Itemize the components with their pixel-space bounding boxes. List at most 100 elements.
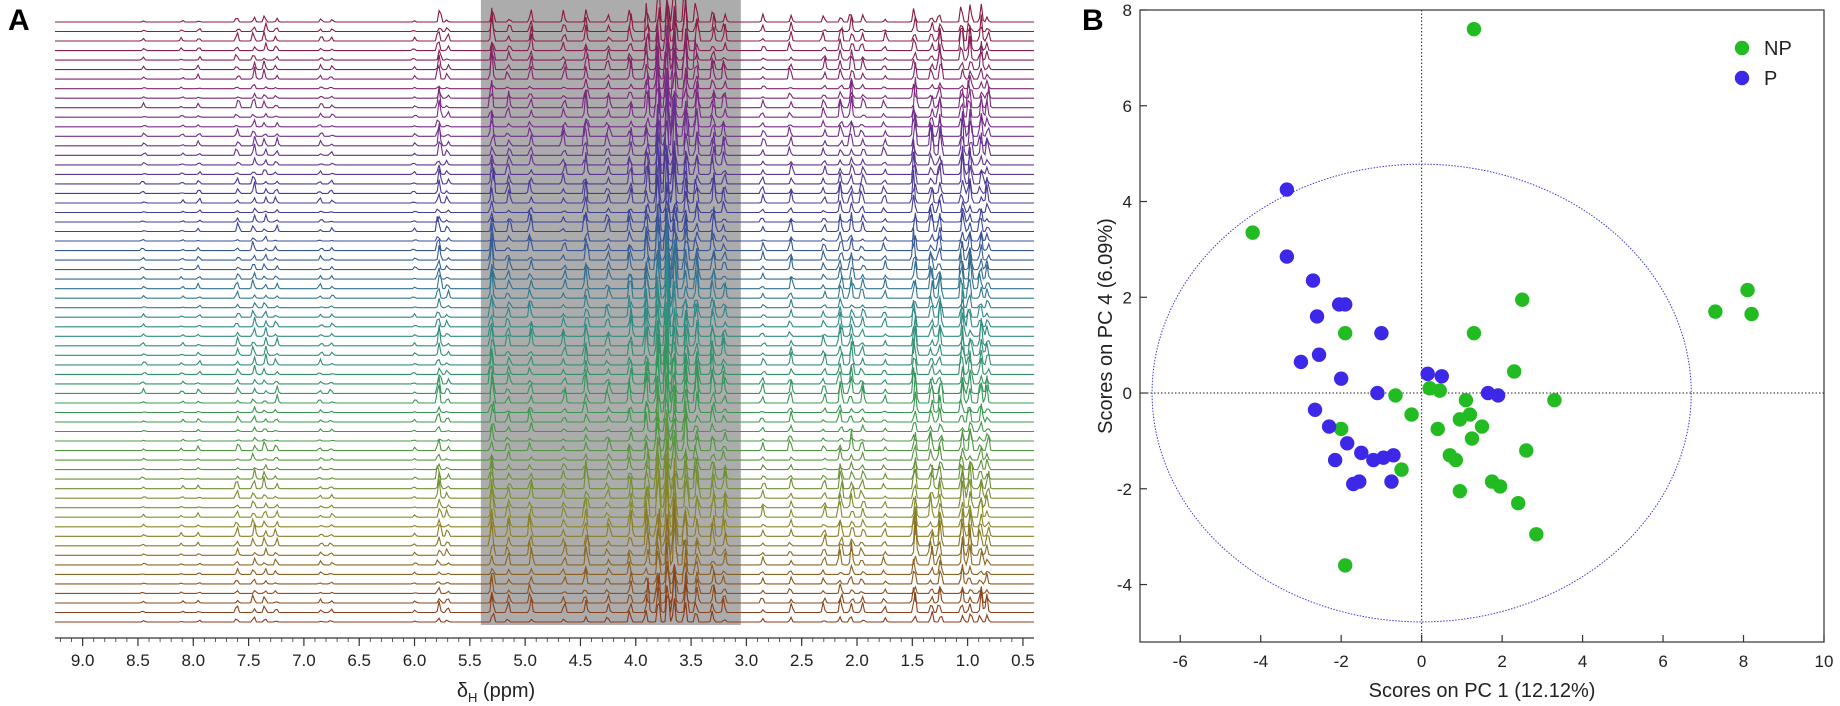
spectrum-line	[55, 372, 1034, 424]
x-tick-label: 6.5	[347, 651, 371, 670]
spectrum-line	[55, 217, 1034, 271]
point-p	[1490, 388, 1506, 403]
point-np	[1492, 479, 1508, 494]
x-tick-label: 8	[1739, 652, 1748, 671]
panel-b-letter: B	[1082, 4, 1104, 37]
x-axis-title: Scores on PC 1 (12.12%)	[1369, 680, 1596, 702]
spectrum-line	[55, 87, 1034, 129]
point-p	[1279, 249, 1295, 264]
point-np	[1333, 421, 1349, 437]
point-np	[1744, 306, 1759, 322]
spectrum-line	[55, 0, 1034, 33]
spectrum-line	[55, 208, 1034, 242]
spectrum-line	[55, 72, 1034, 100]
point-np	[1547, 393, 1562, 408]
y-axis-ticks: -4 -2 0 2 4 6 8	[1117, 1, 1147, 595]
spectrum-line	[55, 455, 1034, 519]
point-np	[1338, 325, 1353, 341]
spectrum-line	[55, 342, 1034, 376]
spectrum-line	[55, 384, 1034, 414]
point-p	[1370, 385, 1385, 401]
point-p	[1420, 366, 1435, 382]
x-tick-label: 4	[1578, 652, 1587, 671]
point-p	[1384, 474, 1399, 489]
panel-a-nmr-spectra: A 9.0 8.5 8.0 7.5 7.0 6.5 6.0 5.5 5.0 4.5 4.0 3.5 3.…	[8, 0, 1035, 705]
spectrum-line	[55, 460, 1034, 500]
x-axis-ticks: 9.0 8.5 8.0 7.5 7.0 6.5 6.0 5.5 5.0 4.5 4.0 3.5 3.0 2…	[60, 638, 1035, 670]
spectrum-line	[55, 63, 1034, 90]
y-tick-label: -4	[1117, 576, 1132, 595]
x-tick-label: 6	[1658, 652, 1667, 671]
point-np	[1394, 462, 1409, 477]
x-tick-label: 6.0	[403, 651, 427, 670]
x-tick-label: 0.5	[1011, 651, 1035, 670]
legend-marker-p	[1734, 70, 1750, 86]
spectrum-line	[55, 413, 1034, 442]
spectrum-line	[55, 124, 1034, 204]
x-tick-label: -2	[1334, 652, 1349, 671]
hotelling-ellipse	[1151, 163, 1692, 623]
spectra-stack	[55, 0, 1034, 623]
x-tick-label: 8.0	[181, 651, 205, 670]
y-tick-label: 4	[1123, 193, 1132, 212]
spectrum-line	[55, 25, 1034, 109]
spectrum-line	[55, 181, 1034, 224]
point-np	[1466, 21, 1482, 37]
spectrum-line	[55, 569, 1034, 605]
point-p	[1333, 371, 1349, 386]
spectrum-line	[55, 59, 1034, 118]
point-np	[1708, 304, 1723, 319]
x-tick-label: 4.5	[569, 651, 593, 670]
point-p	[1309, 309, 1325, 324]
x-tick-label: 8.5	[126, 651, 150, 670]
spectrum-line	[55, 411, 1034, 433]
x-tick-label: 5.5	[458, 651, 482, 670]
point-np	[1404, 407, 1419, 422]
spectrum-line	[55, 200, 1034, 233]
x-tick-label: 2	[1497, 652, 1506, 671]
y-axis-title: Scores on PC 4 (6.09%)	[1095, 218, 1117, 434]
point-np	[1466, 325, 1482, 341]
x-tick-label: 9.0	[71, 651, 95, 670]
spectrum-line	[55, 384, 1034, 452]
legend-marker-np	[1734, 40, 1750, 56]
point-p	[1327, 452, 1343, 468]
x-axis-ticks: -6 -4 -2 0 2 4 6 8 10	[1173, 635, 1834, 671]
spectrum-line	[55, 435, 1034, 461]
spectrum-line	[55, 318, 1034, 396]
spectrum-line	[55, 132, 1034, 176]
spectrum-line	[55, 88, 1034, 147]
legend-label-np: NP	[1764, 38, 1792, 60]
point-np	[1464, 431, 1480, 446]
spectrum-line	[55, 594, 1034, 623]
spectrum-line	[55, 549, 1034, 576]
x-axis-unit: ppm	[490, 680, 529, 702]
confidence-ellipse	[1151, 163, 1692, 623]
point-p	[1386, 448, 1401, 463]
spectrum-line	[55, 142, 1034, 186]
x-tick-label: 10	[1815, 652, 1834, 671]
spectrum-line	[55, 565, 1034, 595]
point-p	[1352, 474, 1367, 489]
point-p	[1279, 182, 1295, 197]
spectrum-line	[55, 564, 1034, 614]
point-np	[1430, 421, 1445, 437]
point-p	[1321, 419, 1337, 434]
spectrum-line	[55, 457, 1034, 538]
point-p	[1354, 445, 1369, 461]
panel-a-letter: A	[8, 4, 30, 37]
x-tick-label: 7.5	[237, 651, 261, 670]
spectrum-line	[55, 301, 1034, 357]
point-np	[1452, 483, 1468, 499]
point-np	[1338, 558, 1353, 573]
spectrum-line	[55, 174, 1034, 214]
point-np	[1474, 419, 1490, 434]
point-np	[1432, 383, 1447, 398]
spectrum-line	[55, 333, 1034, 405]
point-np	[1506, 364, 1522, 379]
point-np	[1458, 393, 1474, 408]
x-tick-label: 3.0	[735, 651, 759, 670]
point-p	[1307, 402, 1323, 417]
spectrum-line	[55, 325, 1034, 366]
